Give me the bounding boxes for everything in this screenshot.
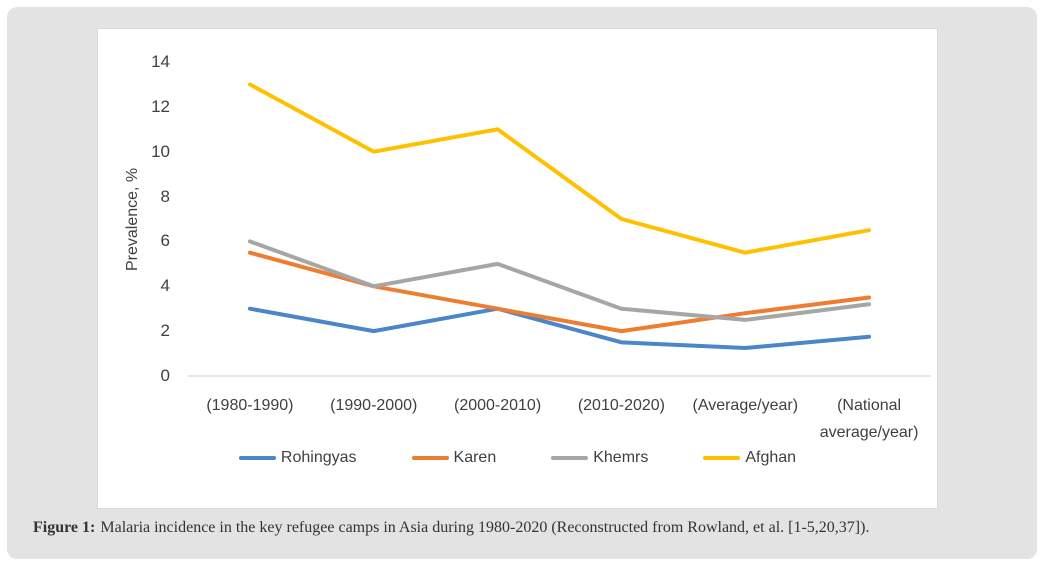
- legend-swatch-afghan: [703, 456, 741, 460]
- legend-label-karen: Karen: [453, 449, 497, 466]
- y-tick-label-6: 6: [160, 231, 170, 251]
- series-line-khemrs: [247, 239, 872, 322]
- series-line-afghan: [247, 82, 872, 255]
- x-category-label: (2010-2020): [577, 397, 665, 414]
- legend-item-khemrs: Khemrs: [551, 449, 648, 467]
- legend-label-rohingyas: Rohingyas: [280, 449, 357, 466]
- legend-swatch-rohingyas: [238, 456, 276, 460]
- y-tick-label-14: 14: [151, 52, 170, 71]
- legend-item-afghan: Afghan: [703, 449, 796, 467]
- legend-swatch-khemrs: [551, 456, 589, 460]
- chart-legend: Rohingyas Karen Khemrs Afghan: [98, 449, 937, 467]
- series-line-rohingyas: [247, 306, 872, 350]
- legend-item-rohingyas: Rohingyas: [238, 449, 357, 467]
- figure-panel: Prevalence, % 0 2 4 6 8 10 12 14 (1980-1990) (19…: [7, 7, 1037, 559]
- series-line-karen: [247, 250, 872, 334]
- x-category-label: (1980-1990): [206, 397, 294, 414]
- x-category-label: (Average/year): [692, 397, 799, 414]
- legend-item-karen: Karen: [411, 449, 497, 467]
- x-category-label: (National average/year): [819, 397, 919, 441]
- y-tick-label-0: 0: [160, 366, 170, 385]
- figure-caption: Figure 1: Malaria incidence in the key re…: [33, 519, 1023, 537]
- figure-caption-text: Malaria incidence in the key refugee cam…: [100, 519, 870, 536]
- y-tick-label-12: 12: [151, 96, 170, 116]
- y-tick-label-4: 4: [160, 276, 170, 296]
- figure-caption-label: Figure 1:: [33, 519, 96, 536]
- legend-label-afghan: Afghan: [745, 449, 797, 466]
- y-tick-label-8: 8: [160, 186, 170, 206]
- legend-label-khemrs: Khemrs: [593, 449, 649, 466]
- x-category-label: (1990-2000): [330, 397, 418, 414]
- x-category-label: (2000-2010): [453, 397, 542, 414]
- y-tick-label-10: 10: [151, 141, 170, 161]
- chart-card: Prevalence, % 0 2 4 6 8 10 12 14 (1980-1990) (19…: [97, 28, 938, 509]
- y-tick-label-2: 2: [160, 321, 170, 341]
- line-chart: [188, 82, 931, 377]
- legend-swatch-karen: [411, 456, 449, 460]
